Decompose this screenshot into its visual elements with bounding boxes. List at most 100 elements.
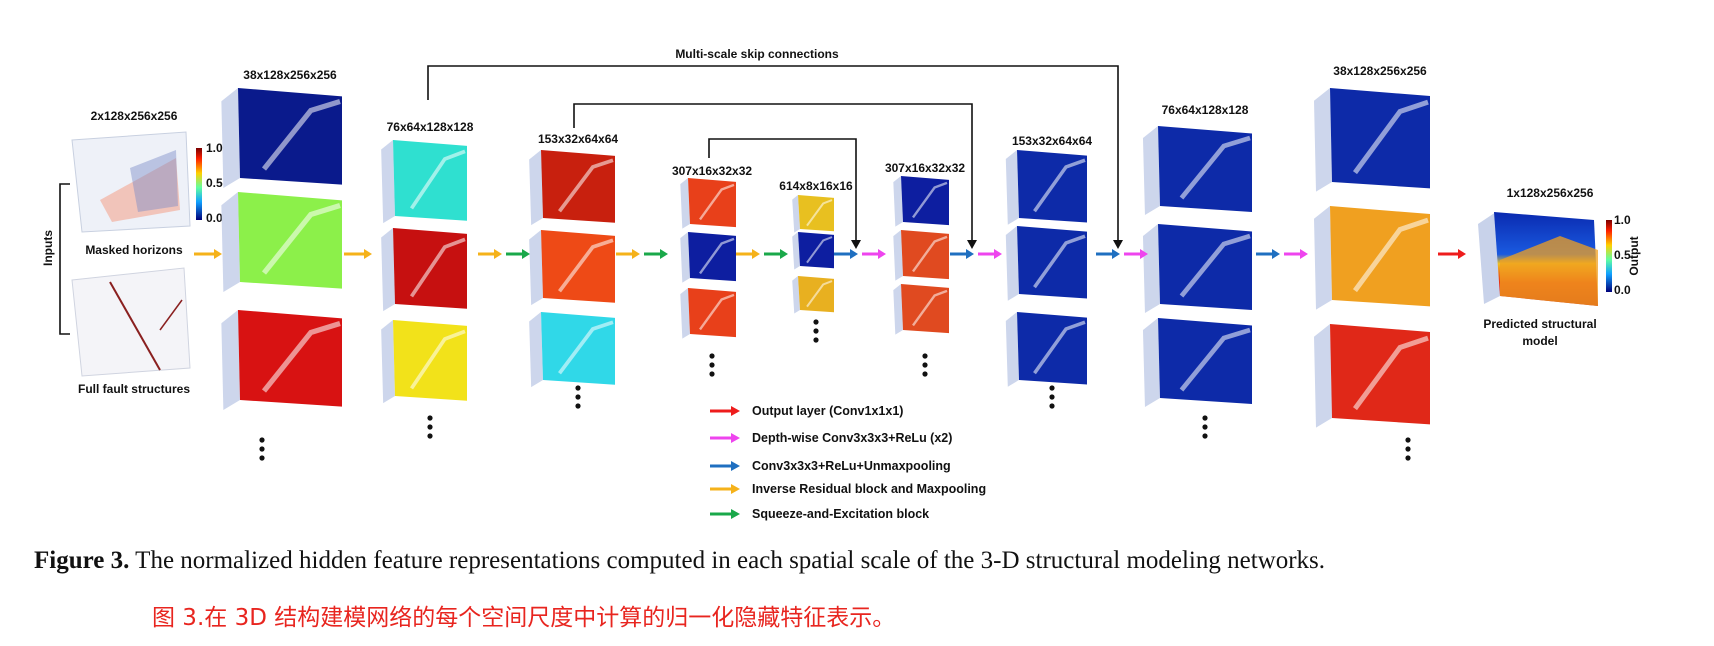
stage-7-volume-3-side (1005, 312, 1019, 387)
masked-horizons-surface (100, 158, 180, 222)
stage-5-volume-3-side (792, 276, 800, 314)
stage-4-volume-1-feature (699, 183, 735, 221)
stage-1: 38x128x256x256 (221, 68, 342, 461)
stage-2-dim-label: 76x64x128x128 (387, 120, 474, 134)
stage-6-volume-1-side (893, 176, 903, 227)
skip-arrowheads (851, 240, 1123, 249)
flow-arrow-9-head (850, 249, 858, 259)
legend-label-4: Inverse Residual block and Maxpooling (752, 482, 986, 496)
stage-5-volume-1-feature (806, 199, 833, 227)
stage-3-volume-1-side (529, 150, 543, 226)
stage-6-volume-3-side (893, 284, 903, 335)
stage-9-volume-3-feature (1352, 335, 1429, 411)
inputs-bracket (59, 183, 70, 335)
stage-7-volume-1-feature (1033, 158, 1086, 213)
stage-4-ellipsis-dot (709, 353, 715, 359)
stage-4-dim-label: 307x16x32x32 (672, 164, 752, 178)
stage-1-volume-2-feature (261, 203, 341, 275)
flow-arrow-10-head (878, 249, 886, 259)
stage-9-volume-3-side (1314, 324, 1332, 428)
stage-4: 307x16x32x32 (672, 164, 752, 377)
skip-connections-label: Multi-scale skip connections (675, 47, 839, 61)
stage-6-volume-2-side (893, 230, 903, 281)
output-label-line1: Predicted structural (1483, 317, 1596, 331)
stage-5-volume-2-feature (806, 236, 833, 264)
flow-arrow-3-head (494, 249, 502, 259)
output-label-line2: model (1522, 334, 1557, 348)
stage-9-volume-1-side (1314, 88, 1332, 192)
skip-connection-2 (573, 103, 973, 246)
masked-horizons-stripe (130, 150, 178, 212)
stage-4-volume-3-side (680, 288, 690, 339)
flow-arrow-6-head (660, 249, 668, 259)
output-colorbar-title: Output (1627, 236, 1641, 275)
feature-stages: 38x128x256x256 76x64x128x128 153x32x64x64 3… (221, 64, 1430, 461)
stage-3-volume-3-feature (558, 320, 614, 375)
inputs-colorbar-tick-top: 1.0 (206, 141, 223, 155)
stage-8-ellipsis-dot (1202, 424, 1208, 430)
stage-3-volume-2-feature (558, 238, 614, 293)
figure-caption-text: The normalized hidden feature representa… (129, 547, 1326, 574)
stage-3: 153x32x64x64 (529, 132, 618, 409)
skip-connection-1 (427, 65, 1119, 246)
fault-structures-line-2 (159, 299, 183, 331)
stage-8-ellipsis-dot (1202, 433, 1208, 439)
flow-arrow-2-head (364, 249, 372, 259)
stage-3-ellipsis-dot (575, 403, 581, 409)
skip-connections (427, 65, 1119, 246)
stage-4-volume-3-feature (699, 293, 735, 331)
stage-1-volume-1-side (221, 88, 240, 188)
stage-5: 614x8x16x16 (779, 179, 853, 343)
output-colorbar (1606, 220, 1612, 292)
inputs-side-label: Inputs (41, 230, 55, 266)
stage-4-volume-1-side (680, 178, 690, 229)
stage-5-dim-label: 614x8x16x16 (779, 179, 853, 193)
stage-6-volume-3-feature (912, 289, 948, 327)
flow-arrow-8-head (780, 249, 788, 259)
stage-5-ellipsis-dot (813, 319, 819, 325)
stage-1-volume-3-side (221, 310, 240, 410)
stage-8-volume-1-feature (1179, 135, 1251, 200)
stage-6: 307x16x32x32 (885, 161, 965, 377)
inputs-colorbar-tick-mid: 0.5 (206, 176, 223, 190)
stage-7: 153x32x64x64 (1005, 134, 1092, 409)
stage-2-volume-3-feature (409, 329, 466, 390)
stage-1-volume-3-feature (261, 321, 341, 393)
output-group: 1x128x256x256 1.0 0.5 0.0 Output Predict… (1478, 186, 1641, 348)
stage-8-dim-label: 76x64x128x128 (1162, 103, 1249, 117)
stage-9-ellipsis-dot (1405, 455, 1411, 461)
stage-4-volume-2-side (680, 232, 690, 283)
stage-8-volume-3-feature (1179, 327, 1251, 392)
stage-2-volume-1-side (381, 140, 395, 224)
stage-6-dim-label: 307x16x32x32 (885, 161, 965, 175)
figure-caption-chinese: 图 3.在 3D 结构建模网络的每个空间尺度中计算的归一化隐藏特征表示。 (152, 605, 896, 631)
stage-1-ellipsis-dot (259, 437, 265, 443)
flow-arrow-14-head (1140, 249, 1148, 259)
legend-label-3: Conv3x3x3+ReLu+Unmaxpooling (752, 459, 951, 473)
flow-arrow-17-head (1458, 249, 1466, 259)
stage-3-volume-2-side (529, 230, 543, 306)
flow-arrow-4-head (522, 249, 530, 259)
stage-9-volume-2-feature (1352, 217, 1429, 293)
stage-8-volume-3-side (1142, 318, 1160, 408)
stage-7-volume-3-feature (1033, 320, 1086, 375)
stage-2: 76x64x128x128 (381, 120, 474, 439)
stage-3-dim-label: 153x32x64x64 (538, 132, 618, 146)
stage-3-volume-3-side (529, 312, 543, 388)
flow-arrow-1-head (214, 249, 222, 259)
stage-8-volume-2-feature (1179, 233, 1251, 298)
stage-2-volume-1-feature (409, 149, 466, 210)
stage-7-dim-label: 153x32x64x64 (1012, 134, 1092, 148)
stage-7-ellipsis-dot (1049, 403, 1055, 409)
output-colorbar-tick-top: 1.0 (1614, 213, 1631, 227)
stage-9-volume-2-side (1314, 206, 1332, 310)
legend-label-2: Depth-wise Conv3x3x3+ReLu (x2) (752, 431, 952, 445)
stage-3-volume-1-feature (558, 158, 614, 213)
flow-arrow-11-head (966, 249, 974, 259)
output-colorbar-tick-bottom: 0.0 (1614, 283, 1631, 297)
legend-label-1: Output layer (Conv1x1x1) (752, 404, 903, 418)
stage-6-ellipsis-dot (922, 371, 928, 377)
stage-7-ellipsis-dot (1049, 385, 1055, 391)
stage-7-volume-2-side (1005, 226, 1019, 301)
inputs-group: 2x128x256x256 1.0 0.5 0.0 Masked horizon… (41, 109, 223, 396)
